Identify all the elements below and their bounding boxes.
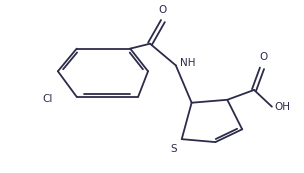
Text: NH: NH xyxy=(180,58,195,68)
Text: S: S xyxy=(170,144,177,154)
Text: OH: OH xyxy=(275,102,291,112)
Text: O: O xyxy=(260,52,268,62)
Text: O: O xyxy=(159,5,167,15)
Text: Cl: Cl xyxy=(43,94,53,104)
